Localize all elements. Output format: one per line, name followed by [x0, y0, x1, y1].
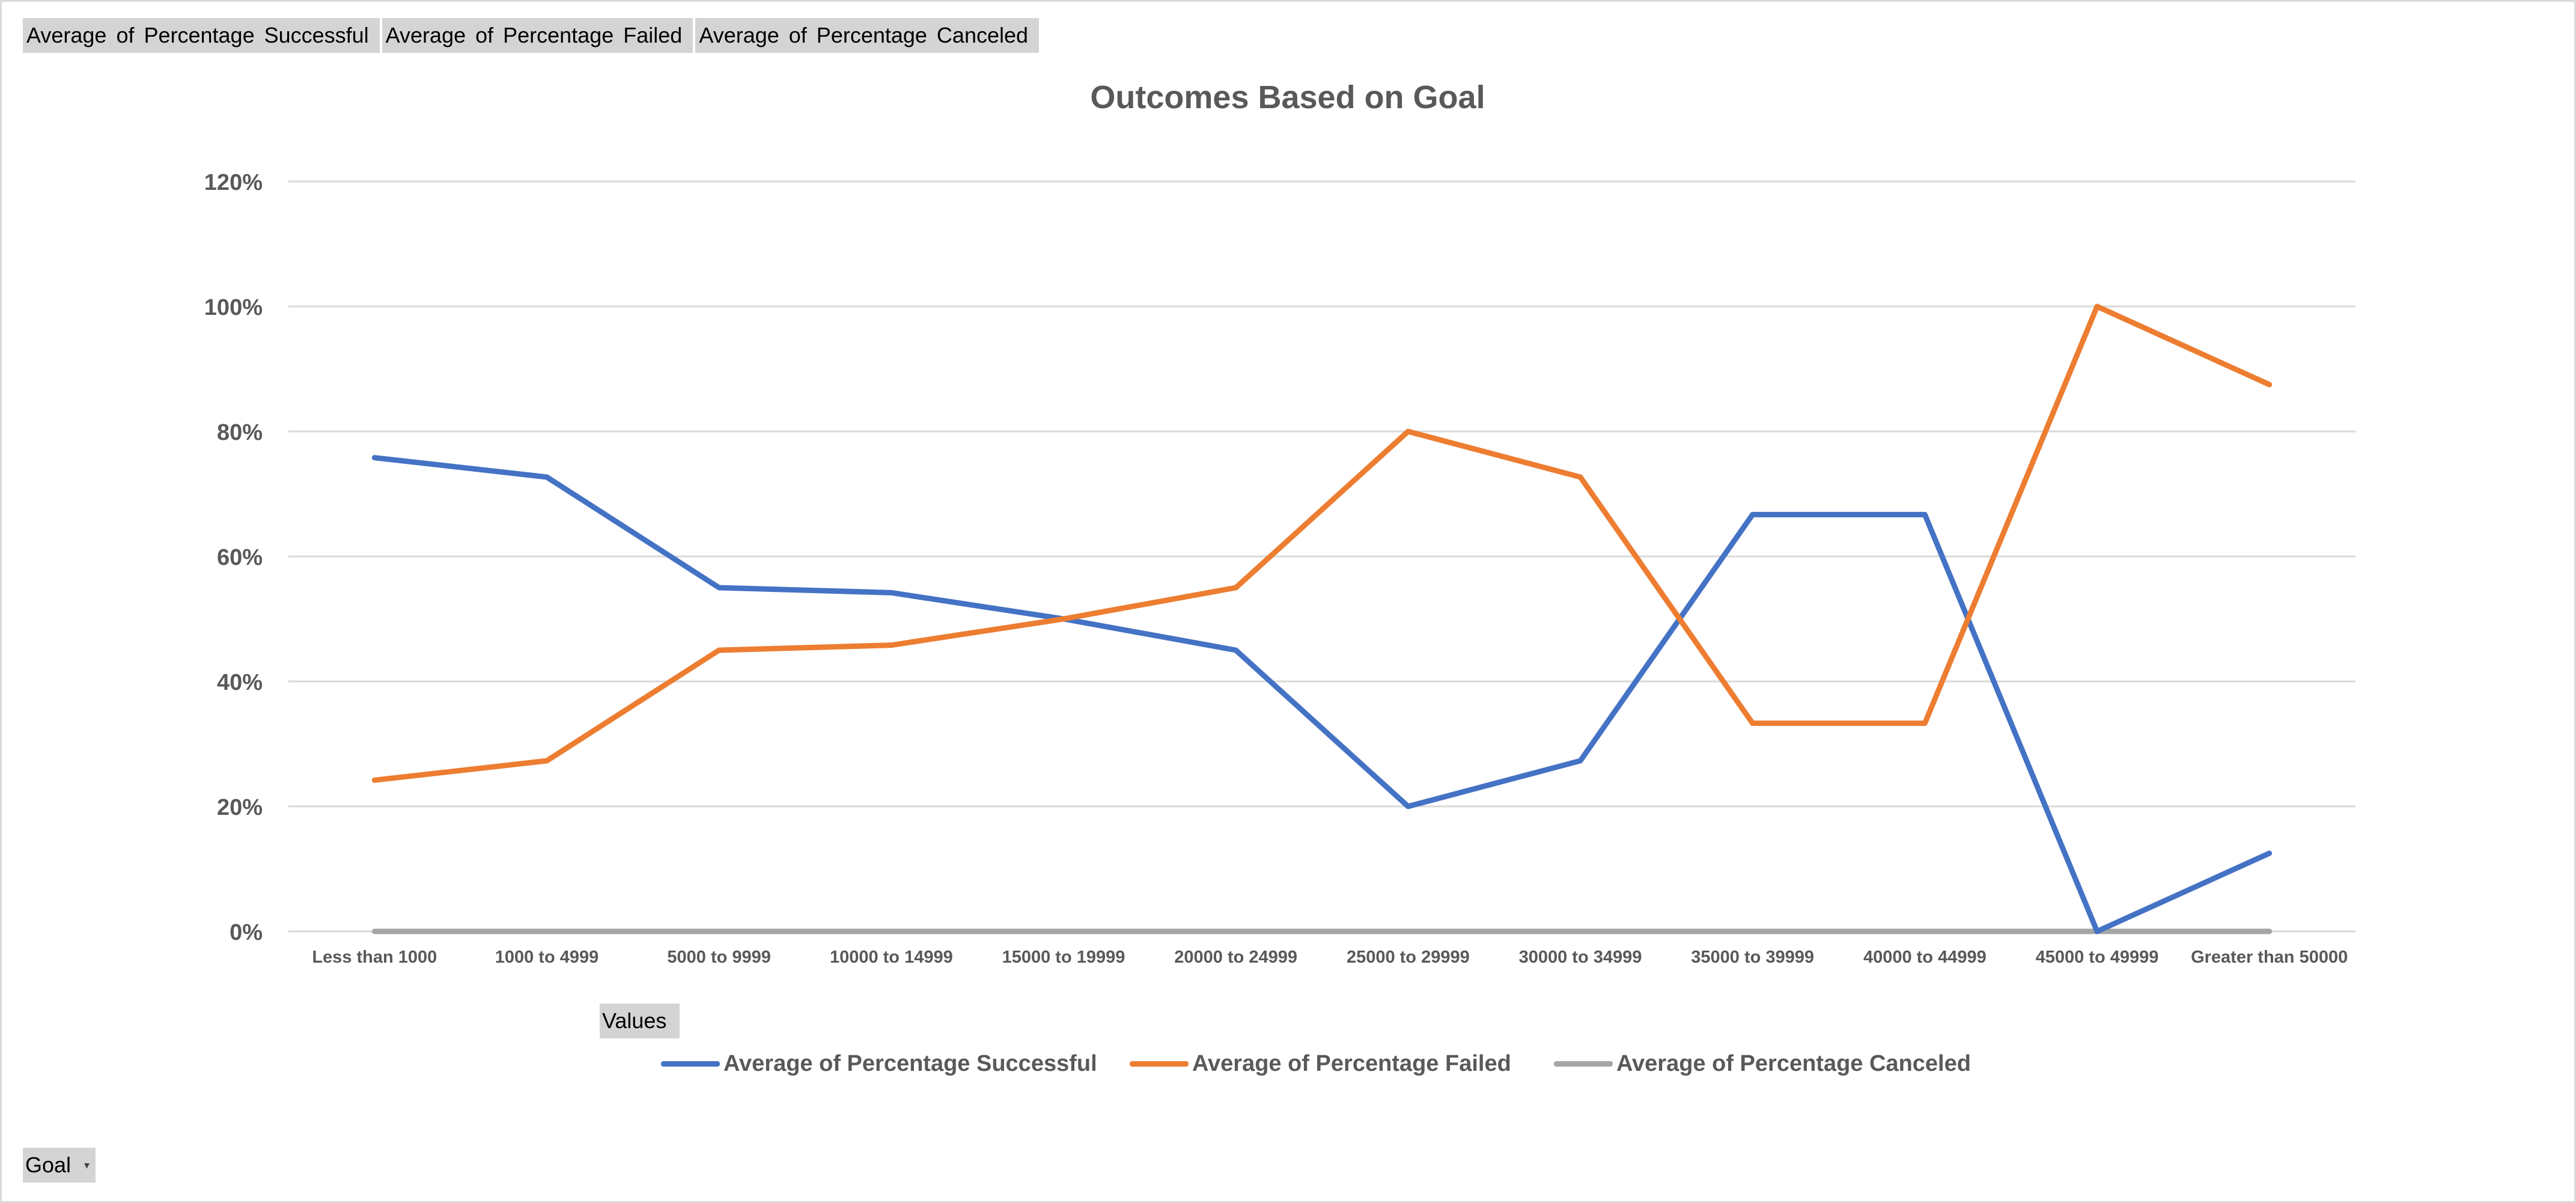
series-line-successful[interactable]	[371, 455, 2273, 934]
x-tick-label: 20000 to 24999	[1174, 948, 1297, 967]
legend-item-successful[interactable]: Average of Percentage Successful	[661, 1046, 1097, 1082]
x-tick-label: 45000 to 49999	[2036, 948, 2159, 967]
x-tick-label: 10000 to 14999	[830, 948, 953, 967]
field-button-percentage-successful[interactable]: Average of Percentage Successful	[23, 18, 380, 53]
legend-swatch-canceled	[1554, 1061, 1613, 1067]
legend-label-canceled: Average of Percentage Canceled	[1616, 1050, 1971, 1076]
y-tick-label: 100%	[204, 295, 263, 320]
legend-label-successful: Average of Percentage Successful	[723, 1050, 1097, 1076]
y-tick-label: 40%	[217, 670, 263, 695]
pivot-values-field-buttons: Average of Percentage Successful Average…	[23, 18, 1041, 53]
legend-swatch-successful	[661, 1061, 720, 1067]
y-tick-label: 0%	[230, 920, 263, 945]
legend-label-failed: Average of Percentage Failed	[1192, 1050, 1511, 1076]
values-field-button[interactable]: Values	[600, 1004, 680, 1038]
dropdown-arrow-icon: ▾	[84, 1159, 90, 1171]
y-tick-label: 20%	[217, 795, 263, 820]
y-tick-label: 60%	[217, 545, 263, 570]
goal-field-label: Goal	[25, 1153, 72, 1177]
legend-item-canceled[interactable]: Average of Percentage Canceled	[1554, 1046, 1971, 1082]
x-tick-label: 40000 to 44999	[1863, 948, 1987, 967]
series-line-failed[interactable]	[371, 303, 2273, 783]
x-tick-label: 25000 to 29999	[1347, 948, 1470, 967]
x-tick-label: 30000 to 34999	[1519, 948, 1642, 967]
x-axis-tick-labels: Less than 1000 1000 to 4999 5000 to 9999 10…	[312, 948, 2348, 967]
chart-title: Outcomes Based on Goal	[1090, 79, 1485, 115]
chart-legend: Average of Percentage Successful Average…	[0, 1046, 2576, 1082]
legend-item-failed[interactable]: Average of Percentage Failed	[1130, 1046, 1511, 1082]
y-axis-tick-labels: 0% 20% 40% 60% 80% 100% 120%	[204, 170, 263, 945]
x-tick-label: 5000 to 9999	[667, 948, 771, 967]
x-tick-label: 35000 to 39999	[1691, 948, 1814, 967]
line-chart[interactable]: Outcomes Based on Goal 0% 20% 40% 60% 80% 100…	[0, 0, 2576, 985]
y-tick-label: 80%	[217, 420, 263, 445]
series-lines	[371, 303, 2273, 934]
x-tick-label: 15000 to 19999	[1002, 948, 1125, 967]
goal-field-button[interactable]: Goal ▾	[23, 1148, 96, 1183]
field-button-percentage-canceled[interactable]: Average of Percentage Canceled	[695, 18, 1040, 53]
field-button-percentage-failed[interactable]: Average of Percentage Failed	[382, 18, 693, 53]
x-tick-label: Greater than 50000	[2191, 948, 2348, 967]
legend-swatch-failed	[1130, 1061, 1189, 1067]
y-tick-label: 120%	[204, 170, 263, 195]
x-tick-label: Less than 1000	[312, 948, 437, 967]
gridlines	[288, 180, 2355, 933]
x-tick-label: 1000 to 4999	[495, 948, 599, 967]
